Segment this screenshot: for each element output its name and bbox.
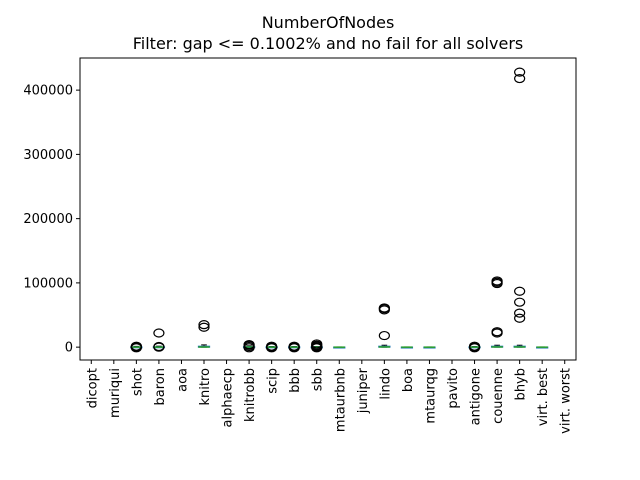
x-tick-label: muriqui xyxy=(108,368,123,418)
x-tick-label: mtaurbnb xyxy=(333,368,348,432)
flier-point xyxy=(514,308,526,318)
x-tick-label: mtaurqg xyxy=(423,368,438,424)
flier-point xyxy=(198,320,210,330)
box-group xyxy=(490,276,504,348)
box-group xyxy=(197,320,211,348)
x-tick-label: lindo xyxy=(378,368,393,400)
y-tick-label: 400000 xyxy=(23,84,73,99)
x-tick-label: virt. best xyxy=(536,368,551,426)
box-group xyxy=(265,341,278,353)
flier-point xyxy=(491,327,503,337)
chart-title: NumberOfNodes xyxy=(262,13,395,32)
x-tick-label: baron xyxy=(153,368,168,405)
x-tick-label: dicopt xyxy=(85,368,100,408)
x-tick-label: couenne xyxy=(491,368,506,424)
x-tick-label: virt. worst xyxy=(559,368,574,434)
box-group xyxy=(288,341,301,353)
flier-point xyxy=(288,341,300,351)
flier-point xyxy=(198,322,210,332)
plot-frame xyxy=(79,57,577,361)
box-group xyxy=(130,341,143,353)
box-group xyxy=(513,67,526,348)
flier-point xyxy=(514,297,526,307)
flier-point xyxy=(153,341,165,352)
flier-point xyxy=(514,286,526,296)
x-tick-label: bbb xyxy=(288,368,303,393)
x-tick-label: boa xyxy=(401,368,416,392)
x-tick-label: alphaecp xyxy=(221,368,236,427)
flier-point xyxy=(378,303,390,313)
x-tick-label: aoa xyxy=(175,368,190,392)
flier-point xyxy=(491,276,503,286)
box-group xyxy=(310,339,323,353)
y-tick-label: 300000 xyxy=(23,148,73,163)
x-tick-label: sbb xyxy=(311,368,326,391)
box-group xyxy=(378,303,391,348)
flier-point xyxy=(153,328,165,338)
x-tick-label: knitro xyxy=(198,368,213,406)
box-group xyxy=(536,346,549,349)
box-group xyxy=(242,339,256,353)
flier-point xyxy=(130,341,142,351)
x-tick-label: pavito xyxy=(446,368,461,409)
axes: 0 100000 200000 300000 400000 dicopt muriqui sh… xyxy=(23,84,573,434)
flier-point xyxy=(514,73,526,84)
chart-subtitle: Filter: gap <= 0.1002% and no fail for a… xyxy=(133,34,523,53)
y-tick-label: 200000 xyxy=(23,212,73,227)
flier-point xyxy=(468,341,481,351)
plot-marks xyxy=(130,67,549,353)
x-tick-label: knitrobb xyxy=(243,368,258,422)
flier-point xyxy=(243,339,255,350)
flier-point xyxy=(378,330,390,341)
x-tick-label: juniper xyxy=(356,367,371,414)
flier-point xyxy=(266,341,278,351)
x-tick-label: scip xyxy=(266,368,281,394)
x-tick-label: bhyb xyxy=(514,368,529,400)
y-tick-label: 100000 xyxy=(23,276,73,291)
y-tick-label: 0 xyxy=(65,341,73,356)
flier-point xyxy=(514,313,526,323)
box-group xyxy=(423,346,436,349)
x-tick-label: shot xyxy=(130,368,145,396)
box-group xyxy=(152,328,166,352)
box-group xyxy=(400,346,414,349)
box-group xyxy=(468,341,481,353)
x-tick-label: antigone xyxy=(469,368,484,425)
box-group xyxy=(333,346,346,349)
flier-point xyxy=(311,339,323,349)
flier-point xyxy=(514,67,526,77)
